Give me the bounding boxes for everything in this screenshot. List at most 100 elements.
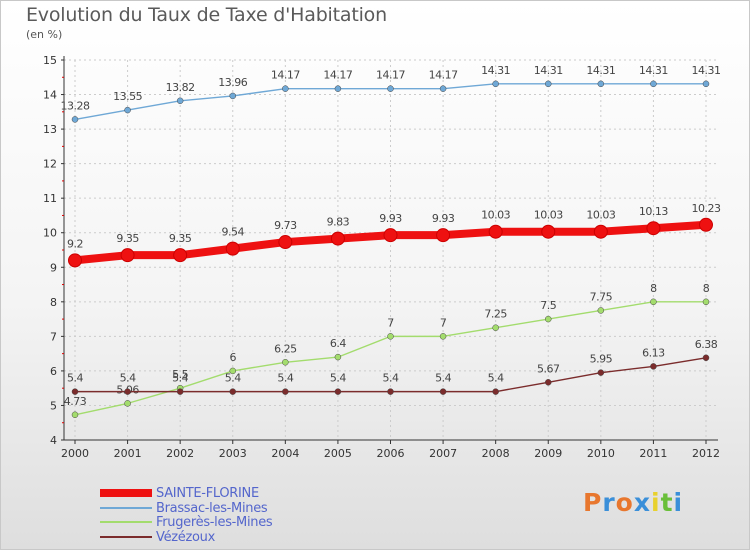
data-point xyxy=(597,80,605,88)
y-tick-label: 7 xyxy=(50,330,57,343)
data-point xyxy=(702,298,710,306)
data-point xyxy=(173,248,188,263)
x-tick-label: 2008 xyxy=(482,447,510,460)
data-point xyxy=(439,388,447,395)
legend-label: SAINTE-FLORINE xyxy=(156,485,259,501)
y-tick-label: 11 xyxy=(43,192,57,205)
data-point xyxy=(334,353,342,361)
y-tick-label: 5 xyxy=(50,399,57,412)
data-label: 14.17 xyxy=(271,69,300,82)
data-point xyxy=(71,116,79,123)
data-label: 14.31 xyxy=(534,64,563,77)
data-label: 14.17 xyxy=(429,69,458,82)
data-label: 13.28 xyxy=(61,99,90,112)
data-label: 9.93 xyxy=(432,212,455,225)
data-point xyxy=(334,388,342,395)
chart-subtitle: (en %) xyxy=(26,28,63,41)
data-point xyxy=(229,388,236,395)
data-label: 5.4 xyxy=(383,372,399,385)
data-label: 5.67 xyxy=(537,362,560,375)
data-point xyxy=(229,92,236,100)
data-label: 14.17 xyxy=(323,69,352,82)
data-point xyxy=(436,228,451,243)
data-point xyxy=(439,85,447,92)
legend-item-frugeres: Frugerès-les-Mines xyxy=(100,514,273,530)
data-point xyxy=(541,224,556,239)
data-point xyxy=(225,241,240,256)
data-label: 8 xyxy=(703,282,710,295)
data-point xyxy=(282,85,289,92)
data-label: 7 xyxy=(387,316,394,329)
logo-letter: t xyxy=(660,488,674,517)
y-tick-label: 14 xyxy=(43,89,57,102)
data-label: 14.17 xyxy=(376,69,405,82)
data-label: 9.73 xyxy=(274,219,297,232)
data-label: 6.4 xyxy=(330,337,346,350)
data-label: 13.96 xyxy=(218,76,247,89)
data-label: 13.82 xyxy=(166,81,195,94)
data-point xyxy=(545,315,552,323)
data-point xyxy=(68,253,82,268)
data-point xyxy=(282,388,289,395)
data-label: 9.54 xyxy=(222,226,245,239)
data-point xyxy=(650,363,657,370)
data-label: 14.31 xyxy=(692,64,721,77)
data-label: 7 xyxy=(440,316,447,329)
legend-label: Frugerès-les-Mines xyxy=(156,514,273,530)
legend-label: Brassac-les-Mines xyxy=(156,500,268,516)
legend-item-brassac: Brassac-les-Mines xyxy=(100,500,268,516)
x-tick-label: 2012 xyxy=(692,447,720,460)
x-tick-label: 2011 xyxy=(639,447,667,460)
data-label: 5.4 xyxy=(225,372,241,385)
x-tick-label: 2005 xyxy=(324,447,352,460)
chart-title: Evolution du Taux de Taxe d'Habitation xyxy=(26,4,387,26)
data-point xyxy=(278,235,293,250)
legend-item-sainte-florine: SAINTE-FLORINE xyxy=(100,485,259,501)
data-point xyxy=(229,367,236,375)
x-tick-label: 2003 xyxy=(219,447,247,460)
legend-swatch xyxy=(100,507,152,509)
data-label: 5.4 xyxy=(488,372,504,385)
y-tick-label: 9 xyxy=(50,261,57,274)
x-tick-label: 2001 xyxy=(114,447,142,460)
data-point xyxy=(124,388,131,395)
data-point xyxy=(120,248,135,263)
x-tick-label: 2002 xyxy=(166,447,194,460)
data-point xyxy=(71,388,79,395)
x-tick-label: 2010 xyxy=(587,447,615,460)
legend-swatch xyxy=(100,521,152,523)
x-tick-label: 2006 xyxy=(377,447,405,460)
data-point xyxy=(488,224,503,239)
data-label: 5.4 xyxy=(67,372,83,385)
x-tick-label: 2007 xyxy=(429,447,457,460)
data-point xyxy=(597,369,605,376)
data-point xyxy=(439,333,447,340)
data-label: 5.95 xyxy=(590,353,613,366)
data-label: 5.5 xyxy=(172,368,188,381)
logo-letter: i xyxy=(651,488,661,517)
data-label: 7.25 xyxy=(484,308,507,321)
data-point xyxy=(492,80,499,88)
data-label: 5.4 xyxy=(277,372,293,385)
data-point xyxy=(124,106,131,114)
data-point xyxy=(492,324,499,331)
data-point xyxy=(597,307,605,314)
data-point xyxy=(387,333,394,340)
data-label: 9.2 xyxy=(67,237,83,250)
data-point xyxy=(282,359,289,366)
data-label: 10.03 xyxy=(534,209,563,222)
y-tick-label: 8 xyxy=(50,296,57,309)
data-label: 9.35 xyxy=(169,232,192,245)
data-label: 13.55 xyxy=(113,90,142,103)
data-label: 6 xyxy=(230,351,237,364)
data-label: 14.31 xyxy=(586,64,615,77)
data-point xyxy=(593,224,608,239)
data-label: 9.83 xyxy=(327,216,350,229)
data-label: 4.73 xyxy=(64,395,87,408)
logo-letter: r xyxy=(602,488,616,517)
data-point xyxy=(702,80,710,88)
legend-label: Vézézoux xyxy=(156,529,216,545)
logo-letter: P xyxy=(583,488,603,517)
